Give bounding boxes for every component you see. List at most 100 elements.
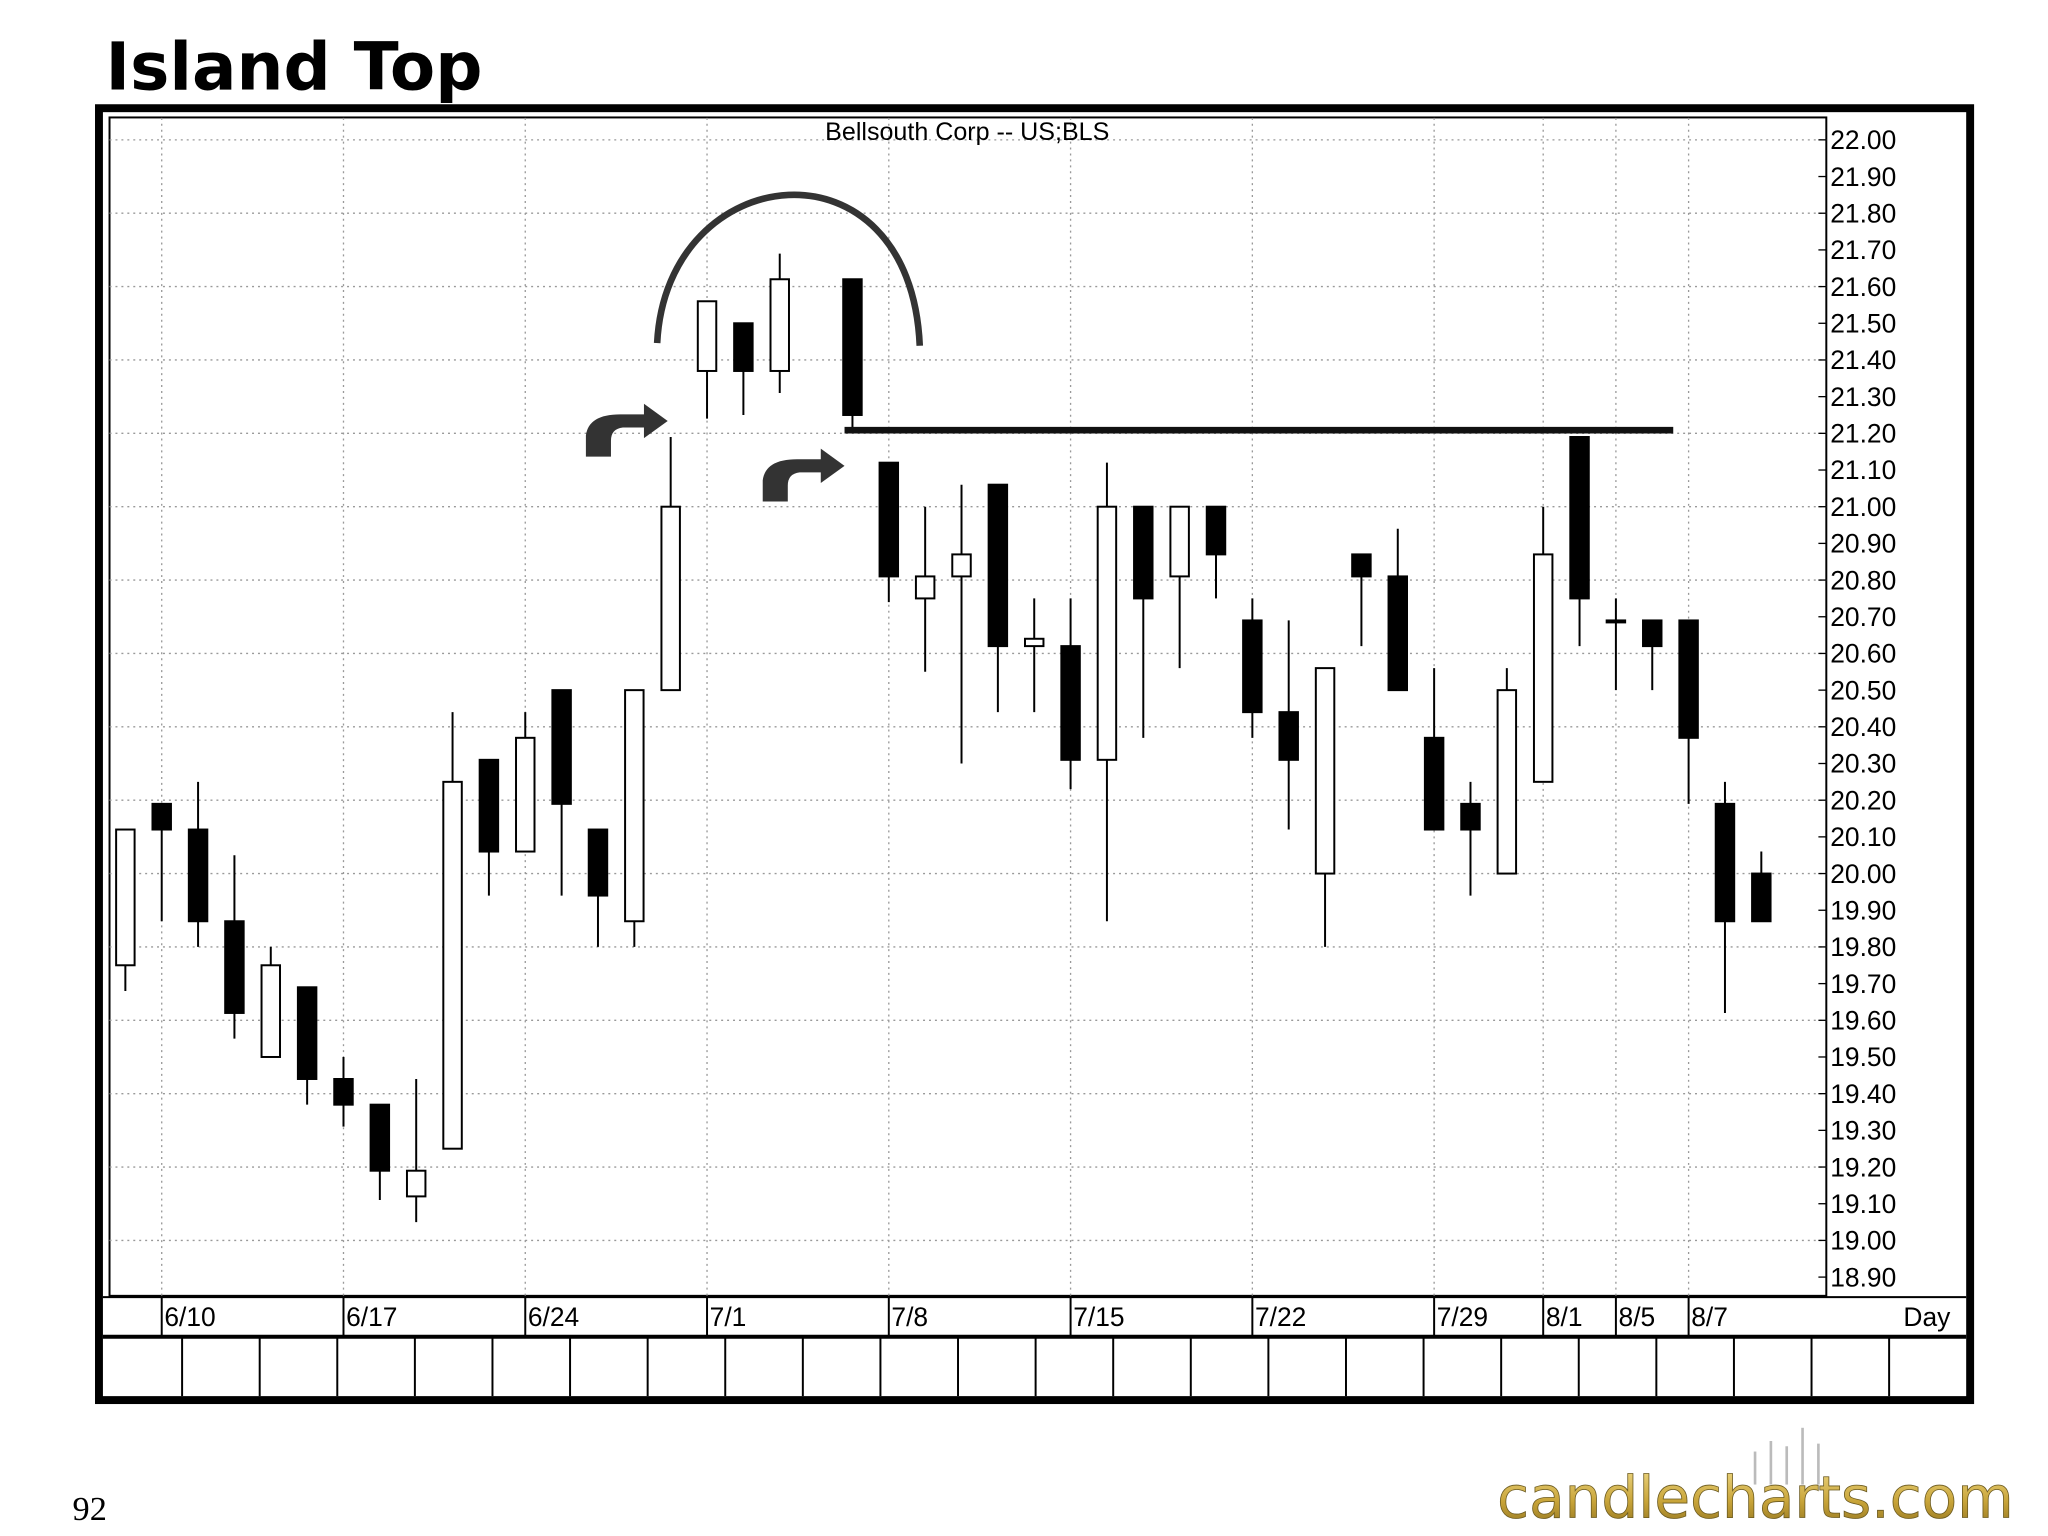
candle-body — [1387, 575, 1408, 692]
candle-body — [1605, 619, 1627, 624]
candle-body — [551, 689, 572, 805]
candle-body — [1678, 619, 1699, 739]
candle-body — [224, 920, 245, 1014]
gap-arrow — [585, 403, 668, 457]
y-tick-label: 19.20 — [1830, 1152, 1896, 1182]
candle-body — [769, 278, 790, 372]
candle-body — [696, 300, 718, 372]
y-tick-label: 18.90 — [1830, 1262, 1896, 1292]
candle-body — [951, 553, 972, 578]
y-tick-label: 20.40 — [1830, 712, 1896, 742]
y-tick-label: 19.60 — [1830, 1006, 1896, 1036]
y-tick-label: 21.50 — [1830, 309, 1896, 339]
candle-body — [1642, 619, 1663, 648]
candle-body — [987, 483, 1009, 648]
x-tick-label: 6/10 — [164, 1302, 215, 1332]
y-tick-label: 19.90 — [1830, 895, 1896, 925]
y-tick-label: 19.30 — [1830, 1116, 1896, 1146]
labels: 18.90 19.00 19.10 19.20 19.30 19.40 19.50 19.60… — [160, 125, 1896, 1337]
logo: candlecharts.com — [1497, 1464, 2014, 1532]
candle-body — [115, 828, 136, 967]
candle-body — [515, 736, 536, 853]
plot-area — [108, 116, 1828, 1297]
y-tick-label: 20.60 — [1830, 639, 1896, 669]
y-tick-label: 20.70 — [1830, 602, 1896, 632]
candle-body — [1205, 505, 1227, 556]
candle-body — [914, 575, 936, 600]
y-tick-label: 21.40 — [1830, 345, 1896, 375]
logo-candles — [1753, 1427, 1820, 1485]
candle-body — [660, 505, 681, 692]
y-tick-label: 20.00 — [1830, 859, 1896, 889]
x-tick-label: 8/5 — [1619, 1302, 1656, 1332]
candle-body — [1314, 667, 1336, 875]
y-tick-label: 21.10 — [1830, 455, 1896, 485]
candle-body — [478, 758, 500, 853]
candle-body — [187, 828, 209, 923]
y-tick-label: 19.70 — [1830, 969, 1896, 999]
candles — [115, 253, 1772, 1223]
x-tick-label: 7/8 — [891, 1302, 928, 1332]
y-tick-label: 19.50 — [1830, 1042, 1896, 1072]
page-number: 92 — [73, 1490, 107, 1528]
x-tick-label: 7/1 — [710, 1302, 747, 1332]
candle-body — [733, 322, 754, 372]
candle-body — [1242, 619, 1263, 714]
candle-body — [1060, 645, 1081, 761]
candle-body — [878, 461, 900, 578]
y-tick-label: 20.10 — [1830, 822, 1896, 852]
candle-body — [1096, 505, 1118, 761]
candle-body — [1169, 505, 1190, 578]
y-tick-label: 21.80 — [1830, 198, 1896, 228]
candle-body — [842, 278, 863, 416]
candle-body — [333, 1078, 354, 1106]
chart-frame — [95, 104, 1975, 1405]
lower-panel — [181, 1336, 1891, 1397]
x-tick-label: 7/22 — [1255, 1302, 1306, 1332]
candle-body — [369, 1103, 391, 1172]
candle-body — [1569, 436, 1590, 600]
y-tick-label: 21.70 — [1830, 235, 1896, 265]
candle-body — [1460, 802, 1481, 831]
x-tick-label: 6/17 — [346, 1302, 397, 1332]
y-tick-label: 21.00 — [1830, 492, 1896, 522]
y-tick-label: 19.40 — [1830, 1079, 1896, 1109]
candle-body — [624, 689, 645, 923]
candle-body — [260, 964, 282, 1058]
candle-body — [442, 780, 463, 1150]
candle-body — [1351, 553, 1372, 578]
x-tick-label: 7/15 — [1073, 1302, 1124, 1332]
y-tick-label: 22.00 — [1830, 125, 1896, 155]
y-tick-label: 19.80 — [1830, 932, 1896, 962]
chart-title: Bellsouth Corp -- US;BLS — [825, 118, 1109, 146]
candle-body — [1714, 802, 1736, 923]
gap-arrow — [762, 448, 845, 502]
x-tick-label: 7/29 — [1437, 1302, 1488, 1332]
candle-body — [1024, 637, 1045, 648]
candle-body — [1278, 711, 1299, 761]
y-tick-label: 19.10 — [1830, 1189, 1896, 1219]
x-axis-label: Day — [1903, 1302, 1951, 1332]
candle-body — [587, 828, 609, 897]
candle-body — [296, 986, 318, 1080]
y-tick-label: 20.90 — [1830, 529, 1896, 559]
y-tick-label: 20.30 — [1830, 749, 1896, 779]
x-tick-label: 8/1 — [1546, 1302, 1583, 1332]
y-tick-label: 21.20 — [1830, 419, 1896, 449]
candle-body — [1532, 553, 1554, 783]
candle-body — [1496, 689, 1518, 875]
y-tick-label: 21.30 — [1830, 382, 1896, 412]
y-tick-label: 20.50 — [1830, 675, 1896, 705]
candle-body — [1423, 736, 1445, 831]
y-tick-label: 21.90 — [1830, 162, 1896, 192]
y-tick-label: 21.60 — [1830, 272, 1896, 302]
candle-body — [405, 1169, 427, 1198]
y-tick-label: 20.80 — [1830, 565, 1896, 595]
slide-title: Island Top — [106, 29, 483, 106]
x-tick-label: 8/7 — [1691, 1302, 1728, 1332]
y-tick-label: 20.20 — [1830, 785, 1896, 815]
candle-body — [151, 802, 172, 831]
candle-body — [1133, 505, 1154, 600]
